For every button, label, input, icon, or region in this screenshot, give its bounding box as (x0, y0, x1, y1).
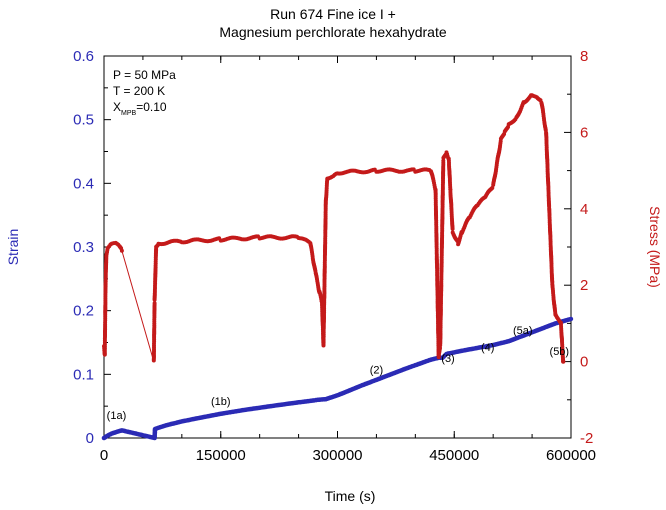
right-tick-label: -2 (580, 430, 593, 447)
strain-line (103, 318, 572, 439)
x-tick-label: 450000 (429, 447, 479, 464)
tick-labels: 0 150000 300000 450000 600000 0 0.1 0.2 0.3 0.4 0.… (73, 48, 596, 464)
right-tick-label: 8 (580, 48, 588, 65)
left-tick-label: 0.6 (73, 48, 94, 65)
phase-label: (2) (370, 365, 383, 377)
x-tick-label: 300000 (312, 447, 362, 464)
right-axis-label: Stress (MPa) (647, 206, 663, 288)
stress-point (441, 158, 446, 163)
left-tick-label: 0.3 (73, 239, 94, 256)
right-tick-label: 2 (580, 277, 588, 294)
phase-label: (3) (441, 353, 454, 365)
plot-frame (103, 55, 572, 439)
strain-series (101, 316, 574, 441)
stress-point (561, 359, 566, 364)
stress-series (102, 93, 566, 364)
x-tick-label: 0 (100, 447, 108, 464)
stress-line (103, 93, 564, 362)
right-tick-label: 6 (580, 124, 588, 141)
strain-point (568, 316, 574, 322)
pressure-annotation: P = 50 MPa (113, 68, 176, 82)
temperature-annotation: T = 200 K (113, 84, 165, 98)
phase-label: (5a) (513, 325, 533, 337)
conditions-annotation: P = 50 MPa T = 200 K XMPB=0.10 (113, 68, 176, 117)
fraction-subscript: MPB (121, 110, 137, 117)
chart-title-line-2: Magnesium perchlorate hexahydrate (219, 24, 446, 40)
fraction-annotation: XMPB=0.10 (113, 100, 167, 117)
stress-point (490, 185, 495, 190)
chart-title-line-1: Run 674 Fine ice I + (270, 6, 396, 22)
x-axis-label: Time (s) (325, 488, 376, 504)
series-layer (101, 93, 574, 441)
left-tick-label: 0.5 (73, 112, 94, 129)
phase-labels: (1a) (1b) (2) (3) (4) (5a) (5b) (107, 325, 569, 422)
fraction-symbol: X (113, 100, 121, 114)
phase-label: (1a) (107, 410, 127, 422)
stress-point (450, 226, 455, 231)
x-tick-label: 150000 (196, 447, 246, 464)
phase-label: (4) (481, 342, 494, 354)
left-axis-label: Strain (5, 229, 21, 266)
x-tick-label: 600000 (546, 447, 596, 464)
phase-label: (5b) (550, 346, 570, 358)
left-tick-label: 0 (86, 430, 94, 447)
right-tick-label: 0 (580, 354, 588, 371)
tick-marks (103, 55, 572, 439)
right-tick-label: 4 (580, 201, 588, 218)
stress-point (119, 248, 124, 253)
fraction-value: =0.10 (136, 100, 167, 114)
left-tick-label: 0.1 (73, 366, 94, 383)
phase-label: (1b) (211, 396, 231, 408)
left-tick-label: 0.4 (73, 175, 94, 192)
left-tick-label: 0.2 (73, 303, 94, 320)
stress-point (152, 301, 157, 306)
